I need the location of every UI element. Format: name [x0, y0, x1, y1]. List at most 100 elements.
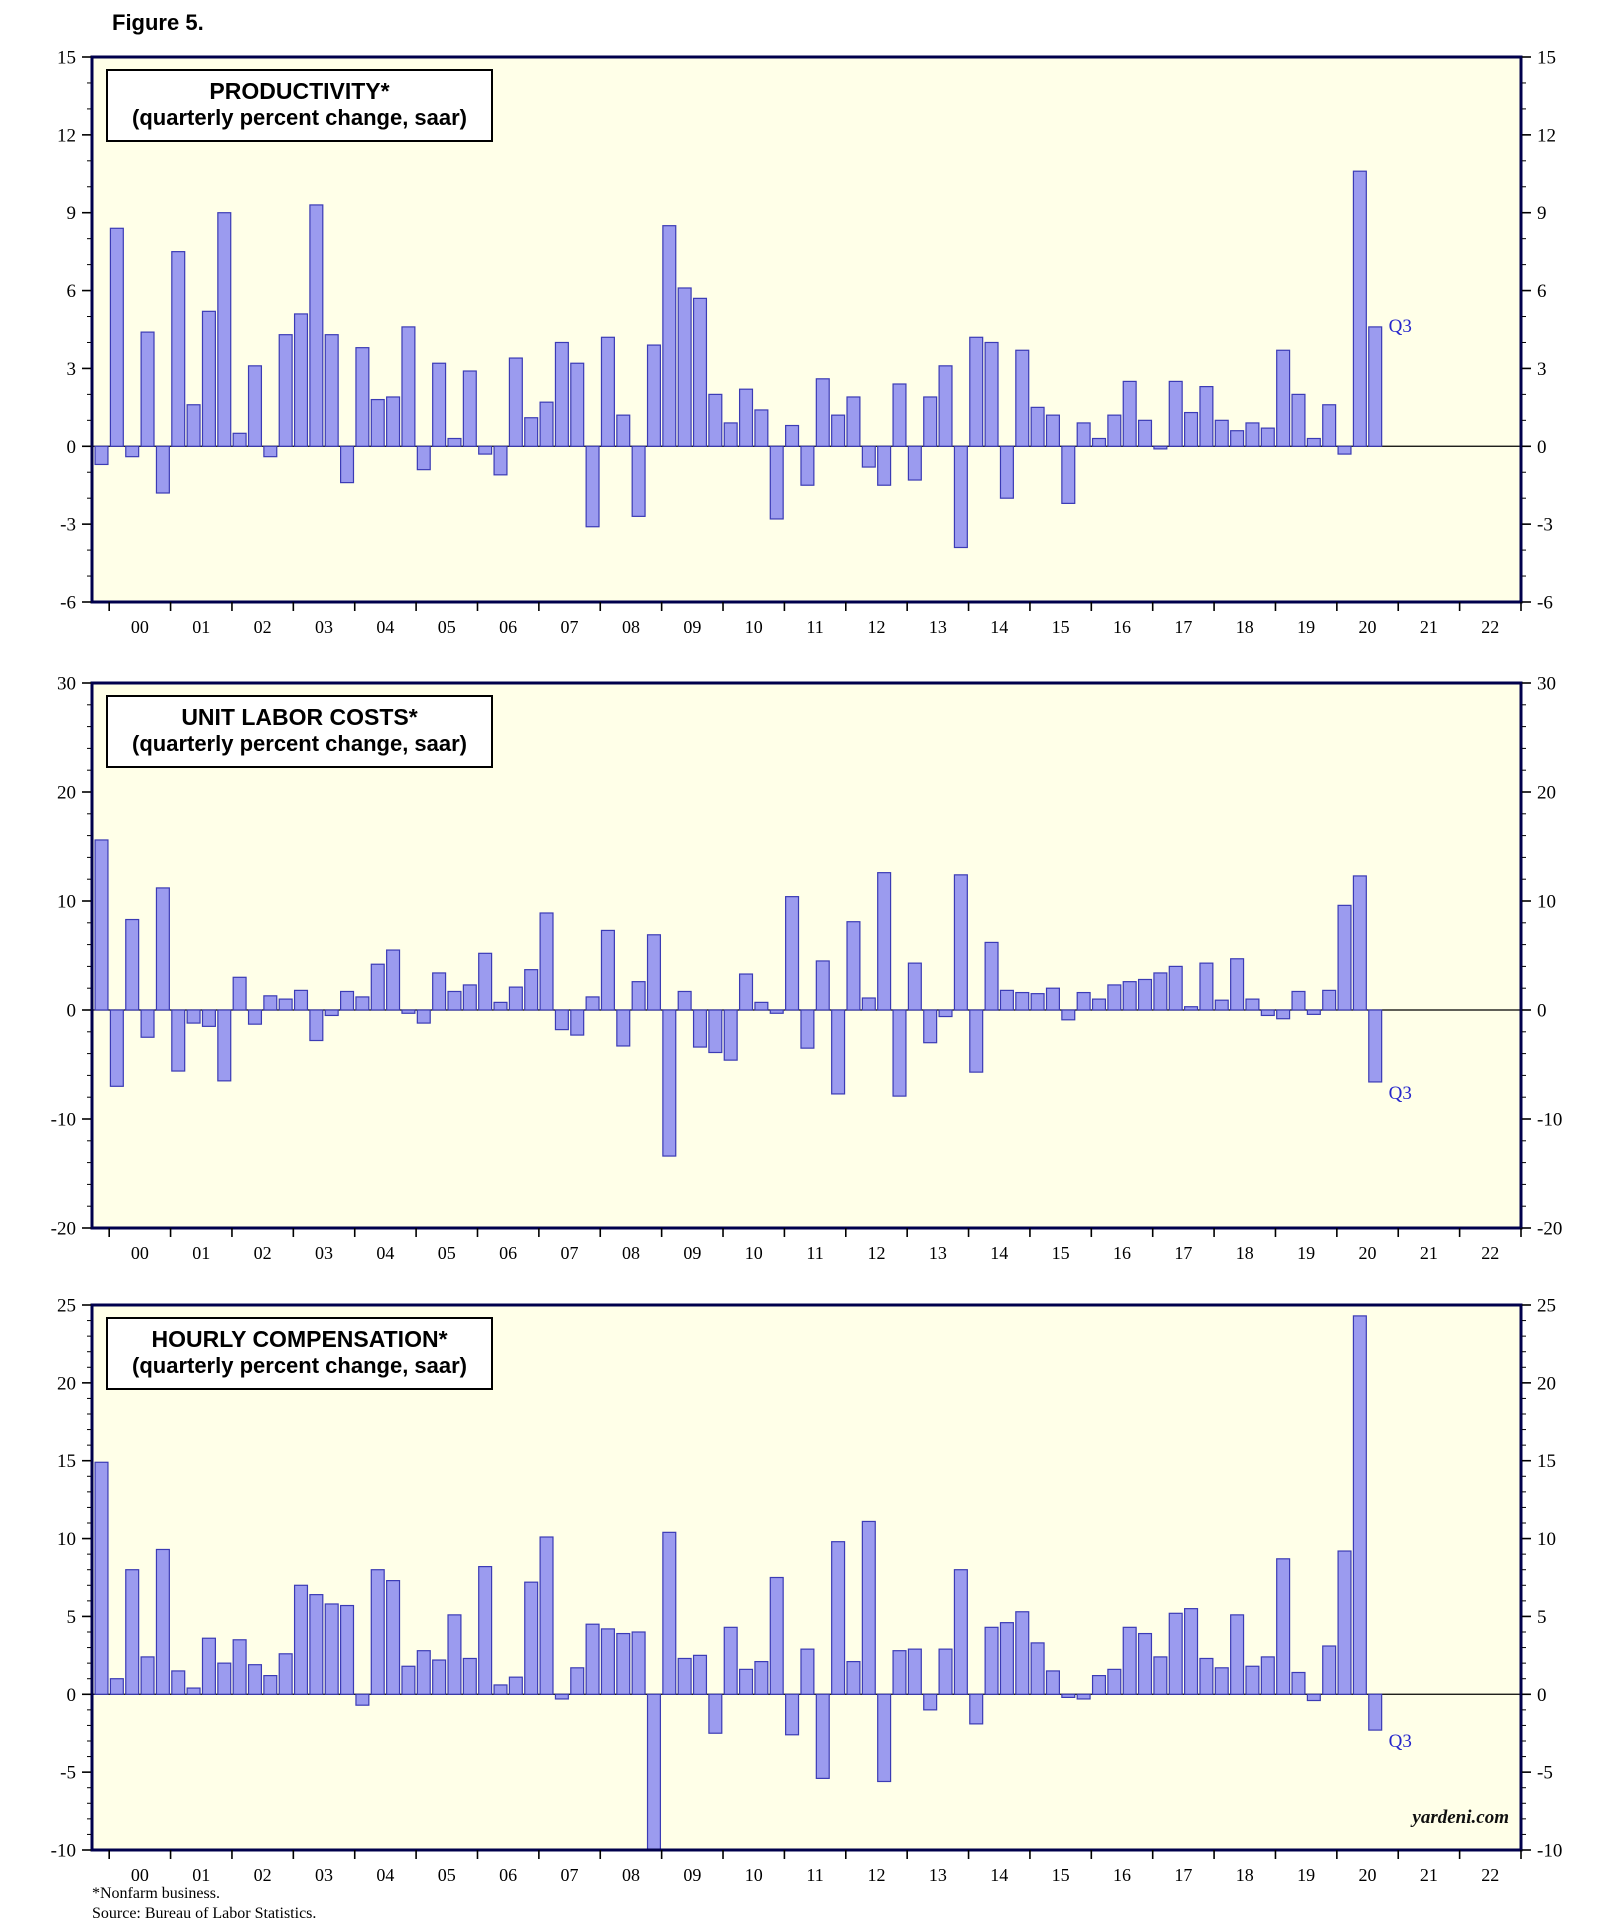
bar [999, 445, 1014, 499]
productivity-title-box: PRODUCTIVITY* (quarterly percent change,… [106, 69, 494, 142]
bar [1322, 989, 1337, 1011]
y-tick-label-left: 10 [57, 1529, 76, 1550]
bar [831, 1541, 846, 1695]
bar [1184, 411, 1199, 447]
bar [769, 1576, 784, 1695]
bar [785, 1693, 800, 1736]
bar [708, 1009, 723, 1054]
bar [815, 378, 830, 447]
x-year-label: 13 [929, 617, 947, 637]
bar [324, 1009, 339, 1017]
figure-label: Figure 5. [112, 10, 204, 35]
bar [293, 1584, 309, 1695]
x-year-label: 22 [1481, 1865, 1499, 1885]
bar [1184, 1006, 1199, 1011]
bar [186, 404, 201, 447]
bar [432, 362, 447, 447]
bar [1122, 981, 1137, 1011]
bar [1260, 427, 1275, 447]
bar [478, 1566, 493, 1695]
y-tick-label-left: 12 [57, 125, 76, 146]
bar [585, 1623, 600, 1695]
x-year-label: 06 [499, 617, 517, 637]
x-year-label: 08 [622, 1865, 640, 1885]
y-tick-label-right: 10 [1537, 1529, 1556, 1550]
bar [738, 388, 754, 447]
bar [953, 1569, 968, 1695]
y-tick-label-right: -3 [1537, 515, 1553, 536]
bar [370, 1569, 385, 1695]
bar [1107, 1668, 1122, 1695]
bar [1137, 1632, 1153, 1695]
bar [1137, 978, 1153, 1011]
bar [631, 981, 646, 1011]
bar [677, 287, 692, 447]
bar [692, 1654, 708, 1695]
bar [984, 341, 999, 447]
y-tick-label-left: 0 [67, 1685, 77, 1706]
chart-title: PRODUCTIVITY* [209, 78, 390, 104]
bar [278, 1653, 293, 1695]
bar [646, 1693, 662, 1851]
bar [754, 409, 769, 447]
bar [570, 1009, 585, 1036]
bar [293, 313, 309, 447]
x-year-label: 16 [1113, 1243, 1131, 1263]
y-tick-label-right: 12 [1537, 125, 1556, 146]
x-year-label: 16 [1113, 1865, 1131, 1885]
x-year-label: 20 [1359, 617, 1377, 637]
bar [232, 1639, 247, 1695]
bar [769, 445, 784, 520]
bar [969, 1009, 984, 1073]
bar [539, 401, 554, 447]
bar [1230, 958, 1245, 1011]
plot-area [92, 683, 1521, 1228]
bar [861, 997, 876, 1011]
x-year-label: 06 [499, 1865, 517, 1885]
bar [232, 976, 247, 1011]
bar [923, 1009, 938, 1044]
bar [155, 887, 170, 1011]
bar [1352, 170, 1367, 447]
y-tick-label-right: 0 [1537, 1001, 1547, 1022]
bar [1245, 422, 1260, 447]
y-tick-label-right: -20 [1537, 1219, 1562, 1240]
x-year-label: 18 [1236, 617, 1254, 637]
x-year-label: 19 [1297, 1243, 1315, 1263]
bar [999, 1622, 1014, 1695]
bar [738, 1668, 754, 1695]
x-year-label: 11 [806, 1865, 823, 1885]
bar [1260, 1656, 1275, 1695]
bar [416, 1650, 431, 1695]
y-tick-label-left: 0 [67, 437, 77, 458]
bar [723, 1626, 738, 1695]
x-year-label: 17 [1174, 617, 1192, 637]
plot-area [92, 57, 1521, 602]
bar [524, 417, 539, 447]
bar [416, 1009, 431, 1024]
x-year-label: 14 [990, 617, 1008, 637]
bar [524, 969, 539, 1011]
bars [94, 1315, 1383, 1851]
y-tick-label-left: -20 [51, 1219, 76, 1240]
bar [1168, 965, 1183, 1011]
y-tick-label-right: 9 [1537, 203, 1547, 224]
bar [570, 1667, 585, 1695]
bar [140, 331, 155, 447]
bar [508, 357, 523, 447]
bar [723, 1009, 738, 1061]
y-tick-label-right: 15 [1537, 48, 1556, 69]
bar [1214, 419, 1229, 447]
x-year-label: 15 [1052, 1243, 1070, 1263]
bar [447, 437, 462, 447]
y-tick-label-left: -10 [51, 1841, 76, 1862]
bar [109, 1009, 124, 1087]
bar [94, 445, 109, 466]
bar [953, 874, 968, 1011]
bar [846, 396, 861, 447]
bar [263, 1675, 278, 1695]
bar [109, 227, 124, 447]
bar [861, 1520, 876, 1695]
